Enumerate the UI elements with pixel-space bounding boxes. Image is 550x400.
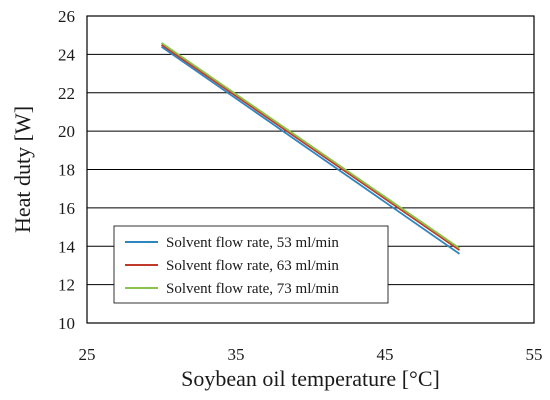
y-axis-title: Heat duty [W] [10, 106, 35, 233]
series-line-2 [160, 44, 461, 251]
x-tick-labels: 25 35 45 55 [79, 345, 543, 364]
x-axis-title: Soybean oil temperature [°C] [181, 366, 440, 391]
y-tick-label: 26 [58, 7, 75, 26]
x-tick-label: 55 [526, 345, 543, 364]
legend-label-3: Solvent flow rate, 73 ml/min [166, 281, 339, 297]
legend-box [113, 225, 389, 304]
y-tick-labels: 10 12 14 16 18 20 22 24 26 [58, 7, 76, 333]
y-tick-label: 22 [58, 84, 75, 103]
x-tick-label: 35 [228, 345, 245, 364]
y-tick-label: 20 [58, 122, 75, 141]
y-tick-label: 18 [58, 161, 75, 180]
series-line-1 [160, 45, 461, 255]
x-tick-label: 45 [377, 345, 394, 364]
y-tick-label: 24 [58, 45, 76, 64]
legend: Solvent flow rate, 53 ml/min Solvent flow… [113, 225, 389, 304]
series-lines [160, 42, 461, 255]
y-tick-label: 12 [58, 276, 75, 295]
series-line-3 [160, 42, 461, 249]
plot-frame [86, 15, 535, 324]
y-tick-label: 14 [58, 237, 76, 256]
y-tick-label: 10 [58, 314, 75, 333]
legend-label-2: Solvent flow rate, 63 ml/min [166, 258, 339, 274]
legend-label-1: Solvent flow rate, 53 ml/min [166, 235, 339, 251]
y-tick-label: 16 [58, 199, 75, 218]
x-tick-label: 25 [79, 345, 96, 364]
